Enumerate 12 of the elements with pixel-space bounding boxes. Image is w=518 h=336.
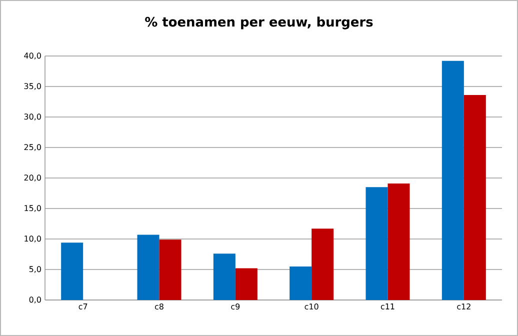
bar — [442, 60, 464, 300]
bar — [137, 234, 160, 300]
bar — [235, 268, 258, 300]
bar — [290, 266, 312, 300]
bar — [159, 240, 182, 300]
bar — [464, 95, 486, 300]
bar — [366, 187, 388, 300]
bar — [388, 183, 410, 300]
chart-title: % toenamen per eeuw, burgers — [145, 16, 373, 30]
bar — [312, 228, 334, 300]
bar — [213, 254, 236, 300]
bar — [61, 242, 84, 300]
